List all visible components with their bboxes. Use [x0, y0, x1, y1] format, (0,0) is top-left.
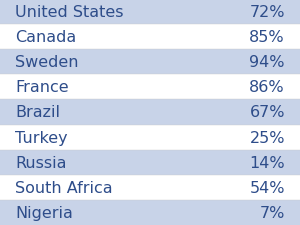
FancyBboxPatch shape: [0, 150, 300, 175]
Text: Canada: Canada: [15, 30, 76, 45]
FancyBboxPatch shape: [0, 25, 300, 50]
Text: 94%: 94%: [250, 55, 285, 70]
Text: 54%: 54%: [250, 180, 285, 195]
Text: Turkey: Turkey: [15, 130, 68, 145]
FancyBboxPatch shape: [0, 100, 300, 125]
Text: 25%: 25%: [250, 130, 285, 145]
FancyBboxPatch shape: [0, 125, 300, 150]
Text: France: France: [15, 80, 69, 95]
FancyBboxPatch shape: [0, 175, 300, 200]
Text: Russia: Russia: [15, 155, 67, 170]
Text: 7%: 7%: [260, 205, 285, 220]
Text: Sweden: Sweden: [15, 55, 79, 70]
FancyBboxPatch shape: [0, 75, 300, 100]
Text: United States: United States: [15, 5, 124, 20]
Text: 14%: 14%: [249, 155, 285, 170]
Text: Brazil: Brazil: [15, 105, 60, 120]
Text: South Africa: South Africa: [15, 180, 112, 195]
FancyBboxPatch shape: [0, 200, 300, 225]
Text: 72%: 72%: [250, 5, 285, 20]
FancyBboxPatch shape: [0, 0, 300, 25]
Text: 86%: 86%: [249, 80, 285, 95]
FancyBboxPatch shape: [0, 50, 300, 75]
Text: Nigeria: Nigeria: [15, 205, 73, 220]
Text: 67%: 67%: [250, 105, 285, 120]
Text: 85%: 85%: [249, 30, 285, 45]
